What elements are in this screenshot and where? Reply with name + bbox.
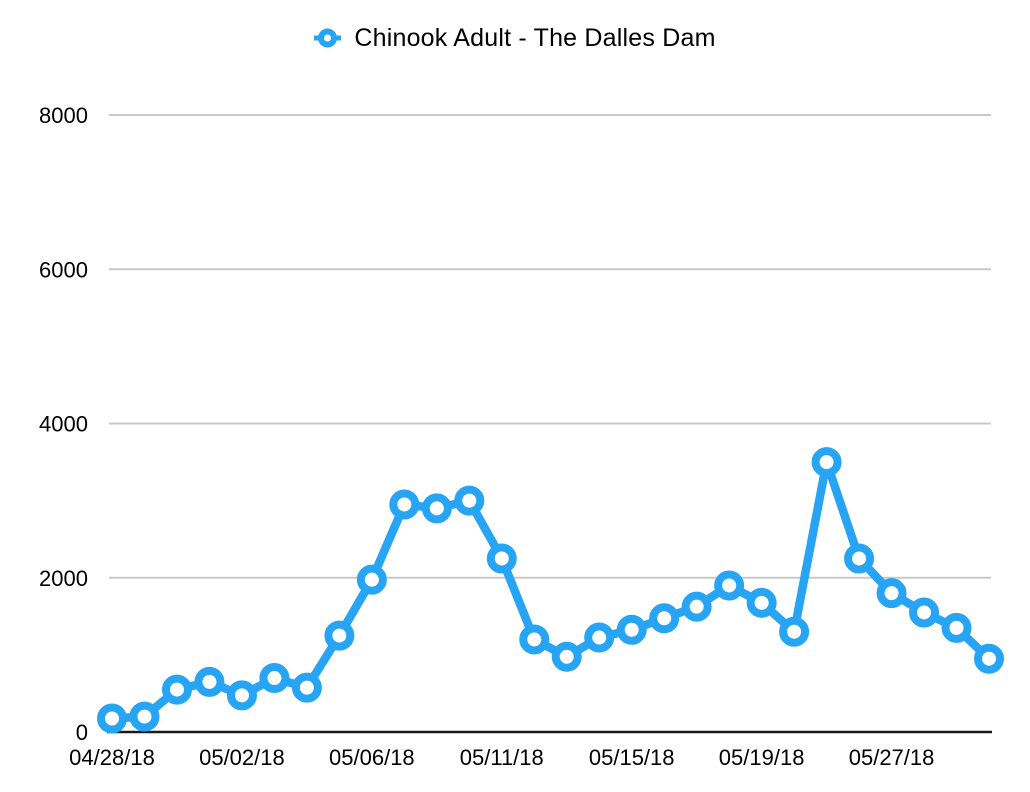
chart-legend: Chinook Adult - The Dalles Dam — [0, 24, 1030, 52]
y-tick-label: 2000 — [39, 566, 88, 591]
data-point-marker — [681, 591, 712, 622]
data-point-marker — [291, 672, 322, 703]
data-point-marker — [97, 703, 127, 734]
data-point-marker — [226, 680, 257, 711]
legend-series-label: Chinook Adult - The Dalles Dam — [354, 23, 716, 52]
data-point-marker — [909, 597, 940, 628]
data-point-marker — [324, 620, 355, 651]
data-point-marker — [454, 485, 485, 516]
data-point-marker — [389, 489, 420, 520]
legend-series-marker-icon — [314, 28, 342, 48]
series-line — [107, 457, 994, 723]
y-tick-label: 6000 — [39, 257, 88, 282]
data-point-marker — [584, 622, 615, 653]
data-point-marker — [616, 614, 647, 645]
x-tick-label: 05/02/18 — [199, 745, 285, 770]
y-tick-label: 0 — [76, 720, 88, 745]
data-point-marker — [519, 624, 550, 655]
data-point-marker — [649, 603, 680, 634]
data-point-marker — [746, 587, 777, 618]
data-point-marker — [259, 663, 290, 694]
data-point-marker — [714, 570, 745, 601]
data-point-marker — [161, 674, 192, 705]
data-point-marker — [194, 666, 225, 697]
data-point-marker — [844, 543, 875, 574]
x-tick-label: 05/11/18 — [460, 745, 544, 770]
x-tick-label: 05/19/18 — [719, 745, 805, 770]
data-point-marker — [941, 612, 972, 643]
data-point-marker — [811, 447, 842, 478]
data-point-marker — [551, 641, 582, 672]
y-tick-label: 4000 — [39, 412, 88, 437]
x-tick-label: 05/06/18 — [329, 745, 415, 770]
x-tick-label: 04/28/18 — [69, 745, 155, 770]
data-point-marker — [129, 701, 160, 732]
y-tick-label: 8000 — [39, 103, 88, 128]
x-tick-label: 05/27/18 — [849, 745, 935, 770]
data-point-marker — [421, 493, 452, 524]
x-tick-label: 05/15/18 — [589, 745, 675, 770]
data-point-marker — [486, 543, 517, 574]
data-point-marker — [779, 616, 810, 647]
data-point-marker — [356, 564, 387, 595]
data-point-marker — [974, 643, 1004, 674]
data-point-marker — [876, 578, 907, 609]
